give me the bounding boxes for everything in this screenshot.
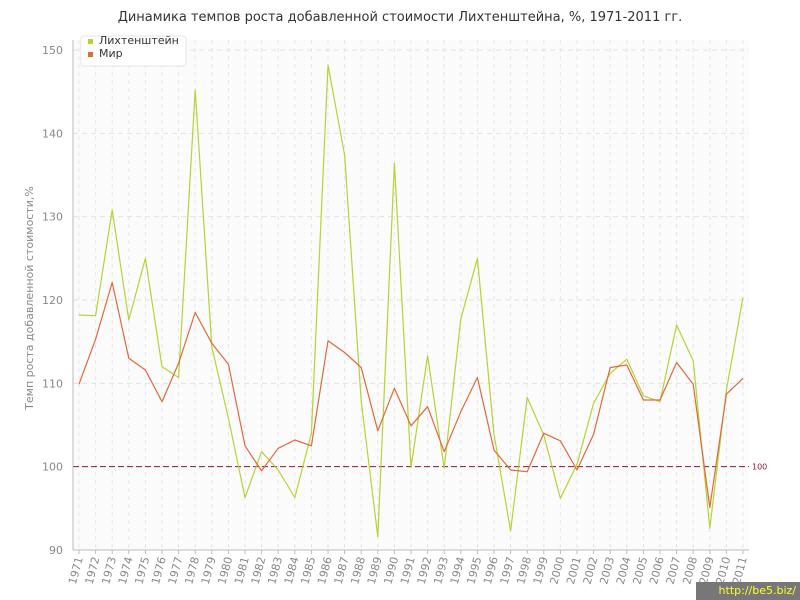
series-layer bbox=[78, 64, 744, 538]
chart-title: Динамика темпов роста добавленной стоимо… bbox=[118, 10, 683, 25]
legend-swatch bbox=[88, 39, 93, 44]
series-line-world bbox=[78, 281, 744, 509]
y-axis-label: Темп роста добавленной стоимости,% bbox=[23, 186, 36, 411]
watermark: http://be5.biz/ bbox=[696, 582, 800, 600]
y-tick-label: 150 bbox=[42, 44, 63, 57]
reference-line-label: 100 bbox=[752, 463, 767, 472]
legend-box bbox=[80, 35, 187, 67]
series-line-liechtenstein bbox=[78, 64, 744, 538]
y-tick-label: 90 bbox=[49, 544, 63, 557]
y-tick-label: 120 bbox=[42, 294, 63, 307]
legend-label: Лихтенштейн bbox=[99, 34, 179, 47]
y-tick-label: 140 bbox=[42, 127, 63, 140]
legend-label: Мир bbox=[99, 47, 123, 60]
legend-swatch bbox=[88, 52, 93, 57]
grid bbox=[73, 40, 749, 551]
y-tick-label: 130 bbox=[42, 211, 63, 224]
y-tick-label: 100 bbox=[42, 461, 63, 474]
y-tick-label: 110 bbox=[42, 377, 63, 390]
